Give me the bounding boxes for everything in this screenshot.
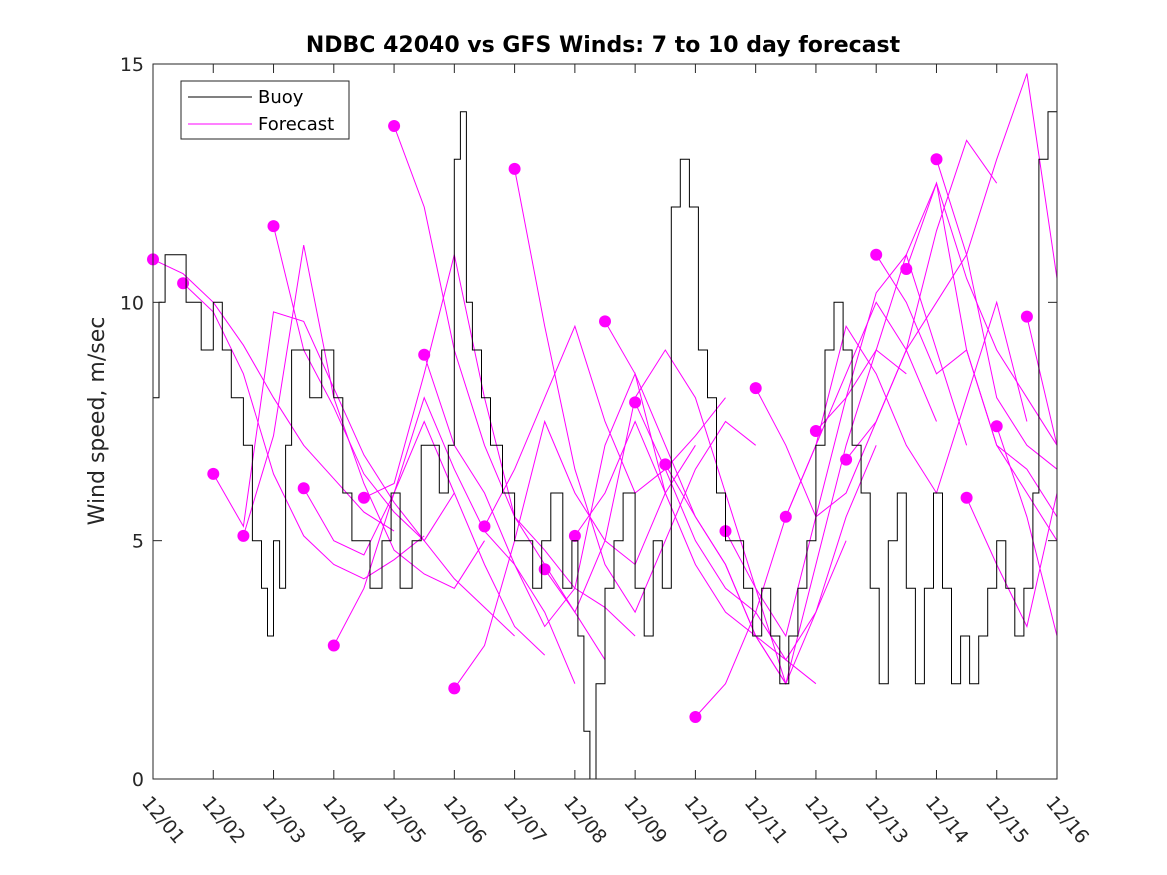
forecast-run-21	[755, 139, 998, 518]
forecast-start-marker-13	[508, 162, 521, 175]
legend-box	[180, 80, 350, 140]
forecast-run-7	[333, 396, 576, 684]
legend-label-buoy: Buoy	[258, 87, 304, 108]
forecast-start-marker-12	[478, 520, 491, 533]
forecast-run-27	[936, 159, 1058, 470]
forecast-start-marker-19	[689, 711, 702, 723]
forecast-start-marker-18	[659, 458, 672, 471]
x-tick-label: 12/06	[439, 792, 491, 848]
forecast-start-marker-11	[448, 682, 461, 695]
forecast-run-29	[996, 426, 1058, 637]
x-tick-label: 12/10	[680, 792, 732, 848]
forecast-start-marker-6	[297, 482, 310, 495]
forecast-run-2	[182, 282, 425, 580]
forecast-run-8	[363, 254, 606, 661]
x-tick-label: 12/01	[137, 792, 189, 848]
forecast-run-1	[152, 258, 395, 532]
x-tick-label: 12/04	[318, 792, 370, 848]
forecast-start-marker-14	[538, 563, 551, 576]
forecast-run-6	[303, 420, 546, 656]
x-tick-label: 12/08	[559, 792, 611, 848]
axis-ticks: 12/01 12/02 12/03 12/04 12/05 12/06 12/07 12/08…	[120, 54, 1093, 848]
x-tick-label: 12/03	[258, 792, 310, 848]
forecast-start-marker-17	[629, 396, 642, 409]
x-tick-label: 12/07	[499, 792, 551, 848]
forecast-run-14	[544, 349, 787, 684]
forecast-run-11	[453, 419, 696, 689]
forecast-run-25	[875, 254, 1058, 518]
x-tick-label: 12/02	[197, 792, 249, 848]
forecast-start-marker-25	[870, 248, 883, 261]
forecast-start-marker-8	[357, 491, 370, 504]
forecast-start-marker-5	[267, 220, 280, 233]
forecast-start-marker-23	[809, 425, 822, 437]
forecast-start-marker-3	[207, 467, 220, 480]
y-tick-label: 5	[132, 531, 144, 553]
y-tick-label: 15	[120, 54, 144, 76]
forecast-run-28	[966, 492, 1058, 628]
x-tick-label: 12/11	[740, 792, 792, 848]
x-tick-label: 12/09	[619, 792, 671, 848]
x-tick-label: 12/12	[800, 792, 852, 848]
forecast-run-22	[785, 300, 1028, 517]
y-axis-label: Wind speed, m/sec	[85, 317, 110, 526]
forecast-start-marker-30	[1020, 310, 1033, 323]
forecast-run-5	[273, 225, 515, 637]
y-tick-label: 0	[132, 769, 144, 791]
forecast-run-15	[574, 420, 817, 685]
forecast-run-13	[514, 168, 757, 614]
forecast-start-marker-15	[568, 529, 581, 542]
chart-title: NDBC 42040 vs GFS Winds: 7 to 10 day for…	[306, 33, 901, 58]
x-tick-label: 12/14	[921, 792, 973, 848]
x-tick-label: 12/05	[378, 792, 430, 848]
forecast-start-marker-4	[237, 529, 250, 542]
forecast-run-12	[484, 324, 726, 527]
forecast-start-marker-22	[779, 510, 792, 523]
x-tick-label: 12/13	[860, 792, 912, 848]
forecast-start-marker-28	[960, 491, 973, 504]
plot-area	[147, 73, 1058, 780]
forecast-start-marker-7	[327, 639, 340, 652]
axes-box	[152, 63, 1058, 780]
forecast-run-4	[242, 245, 485, 589]
forecast-run-3	[212, 311, 455, 542]
forecast-run-10	[423, 354, 666, 628]
forecast-start-marker-29	[990, 420, 1003, 433]
forecast-start-marker-21	[749, 382, 762, 395]
forecast-run-9	[393, 125, 636, 637]
forecast-start-marker-9	[388, 120, 401, 132]
forecast-start-marker-10	[418, 348, 431, 361]
forecast-run-30	[1026, 316, 1058, 446]
forecast-start-marker-26	[900, 263, 913, 275]
forecast-run-24	[845, 73, 1058, 460]
forecast-start-marker-24	[840, 453, 853, 466]
legend-label-forecast: Forecast	[258, 114, 334, 135]
forecast-start-marker-27	[930, 153, 943, 166]
y-tick-label: 10	[120, 292, 144, 314]
forecast-start-marker-2	[177, 277, 190, 290]
x-tick-label: 12/15	[981, 792, 1033, 848]
forecast-run-26	[905, 181, 1058, 541]
legend: Buoy Forecast	[180, 80, 350, 140]
x-tick-label: 12/16	[1041, 792, 1093, 848]
buoy-series-line	[153, 111, 1058, 780]
forecast-start-marker-16	[599, 315, 611, 328]
